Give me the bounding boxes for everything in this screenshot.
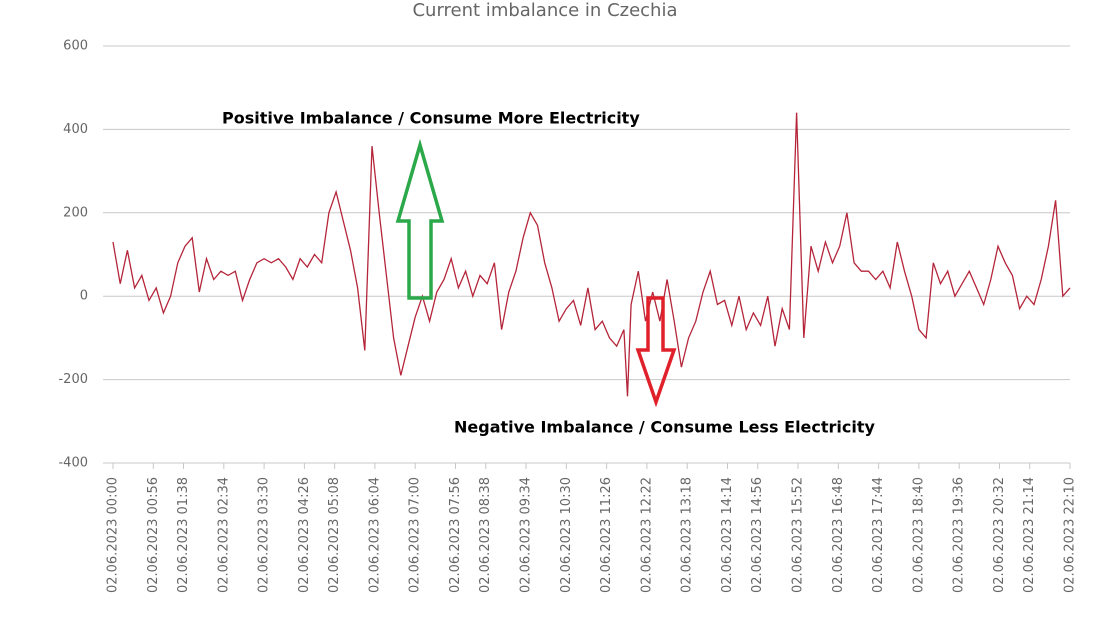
annotation: Positive Imbalance / Consume More Electr… (222, 109, 640, 128)
x-tick-label: 02.06.2023 16:48 (831, 477, 846, 593)
down-arrow (635, 296, 677, 408)
up-arrow (395, 138, 445, 300)
x-tick-label: 02.06.2023 01:38 (176, 477, 191, 593)
chart-title: Current imbalance in Czechia (412, 0, 677, 21)
data-line (112, 112, 1071, 397)
y-tick-label: 200 (63, 205, 88, 220)
y-tick-label: 600 (63, 39, 88, 54)
y-tick-label: -400 (58, 456, 88, 471)
x-tick-label: 02.06.2023 02:34 (216, 477, 231, 593)
x-tick-label: 02.06.2023 21:14 (1022, 477, 1037, 593)
x-tick-label: 02.06.2023 00:56 (146, 477, 161, 593)
x-tick-label: 02.06.2023 11:26 (599, 477, 614, 593)
annotation: Negative Imbalance / Consume Less Electr… (454, 418, 876, 437)
x-tick-label: 02.06.2023 13:18 (680, 477, 695, 593)
y-tick-label: -200 (58, 372, 88, 387)
x-tick-label: 02.06.2023 06:04 (367, 477, 382, 593)
x-tick-label: 02.06.2023 12:22 (639, 477, 654, 593)
x-tick-label: 02.06.2023 05:08 (327, 477, 342, 593)
x-tick-label: 02.06.2023 00:00 (106, 477, 121, 593)
x-tick-label: 02.06.2023 18:40 (911, 477, 926, 593)
x-tick-label: 02.06.2023 14:14 (720, 477, 735, 593)
x-tick-label: 02.06.2023 07:00 (408, 477, 423, 593)
x-tick-label: 02.06.2023 08:38 (478, 477, 493, 593)
x-tick-label: 02.06.2023 14:56 (750, 477, 765, 593)
x-tick-label: 02.06.2023 20:32 (992, 477, 1007, 593)
x-tick-label: 02.06.2023 10:30 (559, 477, 574, 593)
y-tick-label: 400 (63, 122, 88, 137)
y-tick-label: 0 (80, 289, 88, 304)
plot-area: -400 -200 0 200 400 600 02.06.2023 00:00 02.06.… (58, 39, 1077, 594)
x-tick-label: 02.06.2023 17:44 (871, 477, 886, 593)
x-tick-label: 02.06.2023 09:34 (519, 477, 534, 593)
x-tick-label: 02.06.2023 04:26 (297, 477, 312, 593)
x-tick-label: 02.06.2023 03:30 (257, 477, 272, 593)
x-tick-label: 02.06.2023 19:36 (952, 477, 967, 593)
x-tick-label: 02.06.2023 07:56 (448, 477, 463, 593)
x-tick-label: 02.06.2023 22:10 (1063, 477, 1078, 593)
x-tick-label: 02.06.2023 15:52 (791, 477, 806, 593)
